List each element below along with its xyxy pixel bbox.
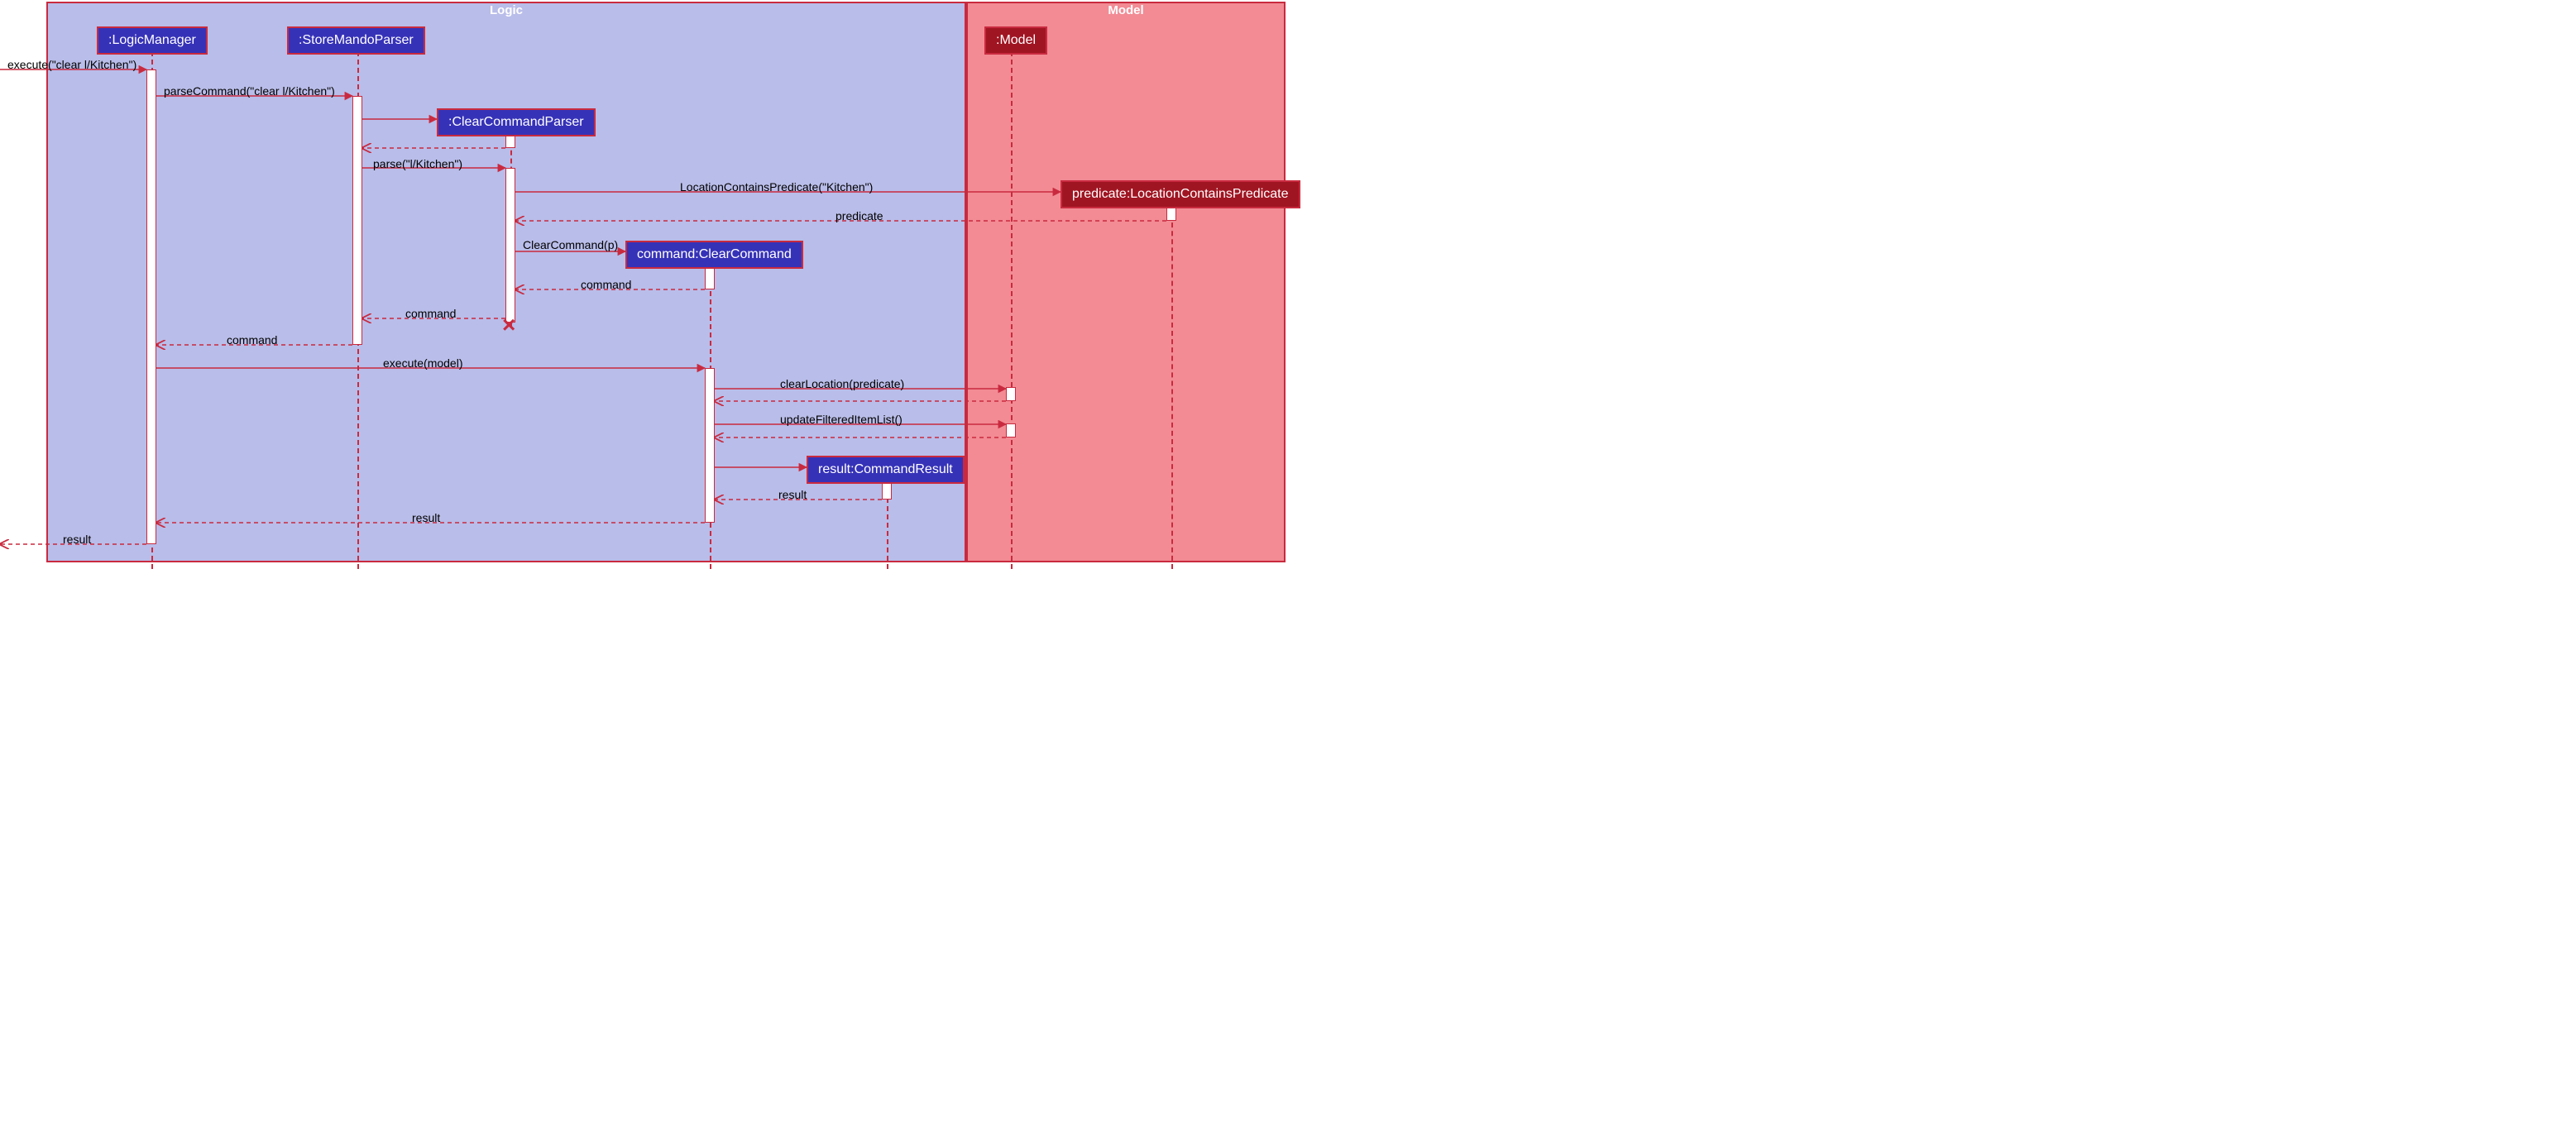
- clearCommandParser-participant: :ClearCommandParser: [437, 108, 596, 136]
- message-label-m10: command: [405, 307, 456, 320]
- message-label-m9: command: [581, 278, 631, 291]
- clearCommandParser-destroy: ×: [502, 312, 515, 338]
- message-label-m11: command: [227, 333, 277, 347]
- message-label-m5: parse("l/Kitchen"): [373, 157, 462, 170]
- message-label-m15: updateFilteredItemList(): [780, 413, 903, 426]
- commandResult-participant: result:CommandResult: [807, 456, 965, 484]
- clearCommandParser-act2: [505, 168, 515, 323]
- message-label-m12: execute(model): [383, 356, 463, 370]
- message-label-m19: result: [412, 511, 440, 524]
- model-lifeline: [1011, 51, 1013, 569]
- model-region: Model: [966, 2, 1286, 562]
- model-act2: [1006, 423, 1016, 438]
- sequence-diagram: Logic Model :LogicManager :StoreMandoParser…: [0, 0, 1288, 569]
- logicManager-participant: :LogicManager: [97, 26, 208, 55]
- logic-region-title: Logic: [483, 2, 529, 19]
- predicate-lifeline: [1171, 206, 1173, 569]
- storeMandoParser-act: [352, 96, 362, 345]
- predicate-participant: predicate:LocationContainsPredicate: [1061, 180, 1300, 208]
- model-participant: :Model: [984, 26, 1047, 55]
- clearCommand-act2: [705, 368, 715, 523]
- storeMandoParser-participant: :StoreMandoParser: [287, 26, 425, 55]
- message-label-m2: parseCommand("clear l/Kitchen"): [164, 84, 335, 98]
- commandResult-act: [882, 481, 892, 500]
- clearCommand-act1: [705, 266, 715, 289]
- message-label-m8: ClearCommand(p): [523, 238, 618, 251]
- message-label-m6: LocationContainsPredicate("Kitchen"): [680, 180, 873, 194]
- logicManager-act: [146, 69, 156, 544]
- model-region-title: Model: [1101, 2, 1150, 19]
- message-label-m7: predicate: [836, 209, 883, 222]
- message-label-m1: execute("clear l/Kitchen"): [7, 58, 136, 71]
- message-label-m13: clearLocation(predicate): [780, 377, 904, 390]
- message-label-m18: result: [778, 488, 807, 501]
- clearCommand-participant: command:ClearCommand: [625, 241, 803, 269]
- message-label-m20: result: [63, 533, 91, 546]
- model-act1: [1006, 387, 1016, 401]
